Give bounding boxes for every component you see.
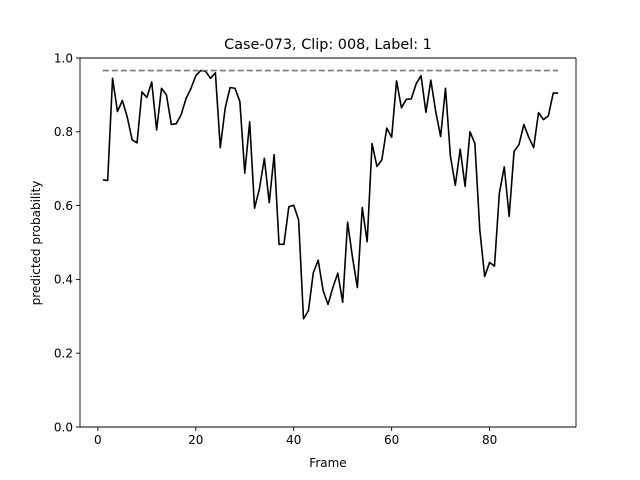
x-tick-label: 20 [188, 433, 203, 447]
y-axis-label: predicted probability [29, 181, 43, 306]
y-tick-label: 1.0 [54, 51, 73, 65]
x-tick-label: 80 [482, 433, 497, 447]
y-tick-label: 0.4 [54, 273, 73, 287]
x-tick-label: 60 [384, 433, 399, 447]
y-tick-label: 0.6 [54, 199, 73, 213]
plot-area: 0 20 40 60 80 0.0 0.2 0.4 0.6 0.8 1.0 [54, 51, 577, 447]
y-tick-label: 0.2 [54, 347, 73, 361]
y-tick-label: 0.8 [54, 125, 73, 139]
x-tick-label: 40 [286, 433, 301, 447]
x-axis-label: Frame [309, 456, 346, 470]
chart-title: Case-073, Clip: 008, Label: 1 [224, 37, 432, 53]
x-tick-label: 0 [94, 433, 102, 447]
y-tick-label: 0.0 [54, 420, 73, 434]
probability-line [102, 69, 559, 320]
